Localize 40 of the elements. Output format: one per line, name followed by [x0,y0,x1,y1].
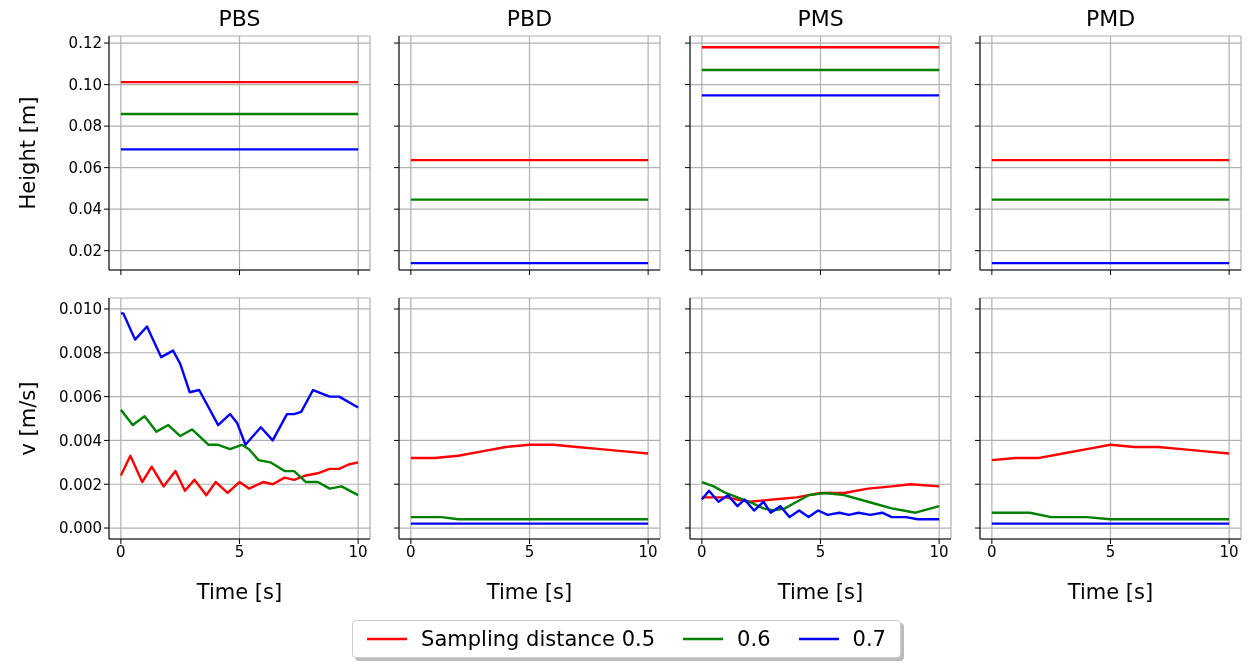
y-tick-label: 0.10 [68,75,102,94]
y-axis-title: Height [m] [16,96,41,210]
x-axis-title: Time [s] [776,580,864,604]
chart-title: PMD [1084,6,1137,32]
legend-label: Sampling distance 0.5 [421,627,656,651]
x-tick-label: 5 [815,542,826,561]
y-axis-title: v [m/s] [16,381,41,456]
x-tick-label: 0 [406,542,416,561]
x-tick-label: 0 [116,542,126,561]
y-tick-label: 0.12 [68,34,102,53]
line-series [119,454,360,497]
x-tick-label: 0 [697,542,707,561]
legend-label: 0.6 [737,627,771,651]
x-tick-label: 10 [1219,542,1239,561]
x-tick-label: 10 [929,542,949,561]
line-series [119,408,360,497]
y-tick-label: 0.010 [59,300,102,319]
line-series [119,312,360,446]
y-tick-label: 0.002 [59,475,102,494]
x-tick-label: 0 [987,542,997,561]
x-axis-title: Time [s] [195,580,283,604]
chart-title: PBS [217,6,262,32]
chart-title: PMS [796,6,845,32]
chart-title: PBD [505,6,554,32]
x-tick-label: 10 [348,542,368,561]
y-tick-label: 0.008 [59,344,102,363]
y-tick-label: 0.02 [68,242,102,261]
y-tick-label: 0.000 [59,519,102,538]
x-tick-label: 5 [234,542,245,561]
x-axis-title: Time [s] [1066,580,1154,604]
legend-label: 0.7 [852,627,886,651]
x-tick-label: 10 [638,542,658,561]
y-tick-label: 0.004 [59,431,102,450]
x-axis-title: Time [s] [485,580,573,604]
y-tick-label: 0.08 [68,117,102,136]
x-tick-label: 5 [524,542,535,561]
x-tick-label: 5 [1105,542,1116,561]
y-tick-label: 0.06 [68,158,102,177]
y-tick-label: 0.006 [59,387,102,406]
y-tick-label: 0.04 [68,200,102,219]
